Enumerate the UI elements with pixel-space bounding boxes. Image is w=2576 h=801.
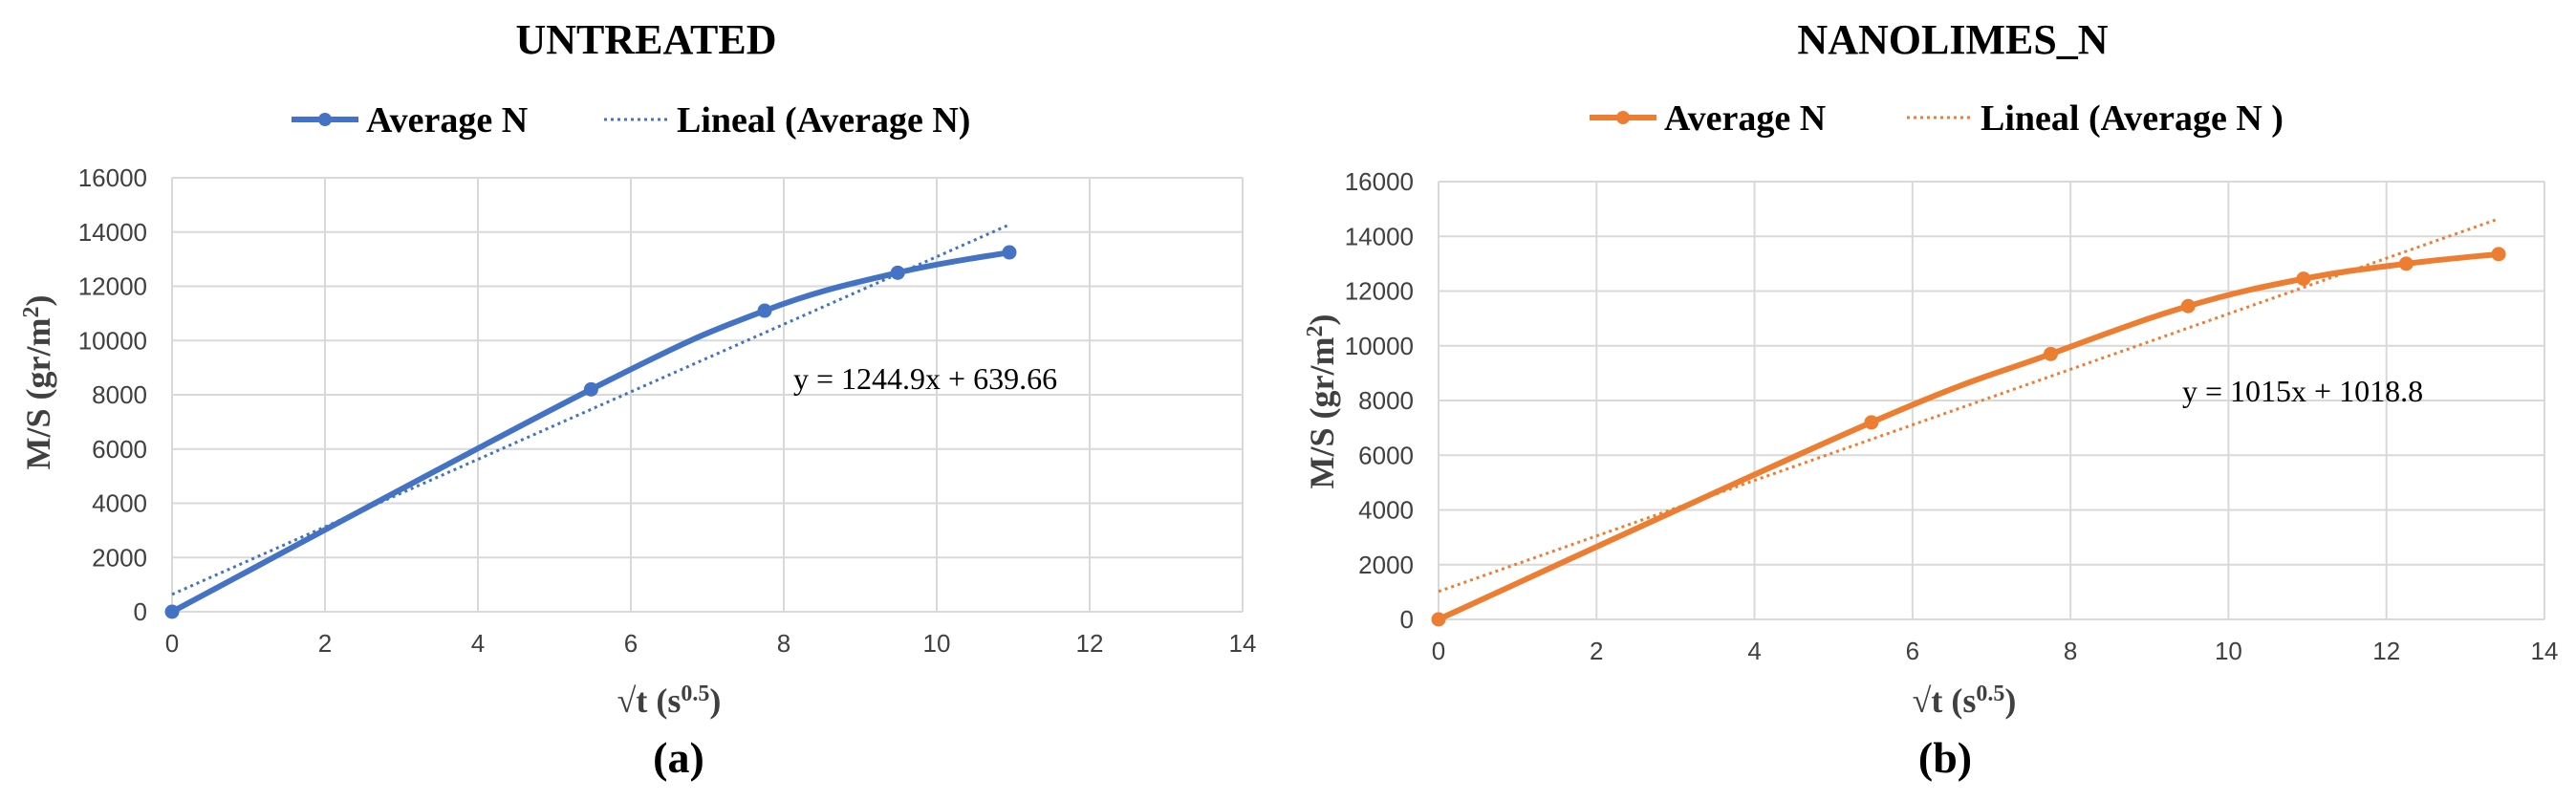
- legend-series-marker: [1616, 111, 1630, 124]
- y-axis-label: M/S (gr/m2): [19, 295, 57, 470]
- trendline-equation: y = 1015x + 1018.8: [2182, 374, 2423, 408]
- x-axis-label: √t (s0.5): [1913, 682, 2017, 720]
- y-tick-label: 10000: [78, 326, 147, 355]
- x-tick-label: 2: [318, 629, 332, 658]
- x-tick-label: 10: [2215, 637, 2242, 665]
- chart-untreated: UNTREATED Average N Lineal (Average N) 0…: [19, 16, 1256, 782]
- x-tick-label: 6: [1906, 637, 1919, 665]
- data-point: [2043, 346, 2058, 361]
- y-tick-label: 8000: [1358, 386, 1414, 415]
- y-tick-label: 0: [1400, 605, 1414, 634]
- y-tick-label: 6000: [1358, 441, 1414, 469]
- x-tick-label: 6: [624, 629, 638, 658]
- data-point: [2180, 298, 2196, 314]
- data-point: [1864, 415, 1879, 430]
- y-axis-label: M/S (gr/m2): [1303, 314, 1341, 489]
- x-tick-label: 14: [1229, 629, 1257, 658]
- legend-trendline-label: Lineal (Average N): [677, 100, 970, 141]
- x-tick-label: 4: [471, 629, 485, 658]
- y-tick-label: 0: [134, 597, 147, 626]
- series-line: [1436, 250, 2502, 622]
- y-tick-label: 6000: [92, 435, 147, 464]
- x-tick-label: 0: [165, 629, 179, 658]
- x-tick-label: 0: [1432, 637, 1445, 665]
- data-point: [2398, 256, 2414, 271]
- y-tick-label: 8000: [92, 380, 147, 409]
- data-point: [890, 265, 905, 280]
- x-tick-label: 14: [2531, 637, 2559, 665]
- legend-series-label: Average N: [366, 100, 528, 141]
- panel-label: (b): [1918, 733, 1972, 782]
- x-tick-label: 12: [1076, 629, 1104, 658]
- y-tick-label: 4000: [92, 489, 147, 518]
- y-tick-label: 14000: [1345, 222, 1414, 250]
- legend-series-label: Average N: [1664, 98, 1826, 139]
- legend-series-marker: [318, 113, 332, 126]
- y-tick-label: 16000: [1345, 167, 1414, 196]
- x-tick-label: 10: [923, 629, 951, 658]
- data-point: [583, 381, 598, 397]
- panel-label: (a): [653, 733, 704, 782]
- x-tick-label: 4: [1747, 637, 1761, 665]
- y-tick-label: 14000: [78, 218, 147, 247]
- data-point: [1431, 612, 1446, 627]
- x-tick-label: 8: [2064, 637, 2077, 665]
- y-tick-label: 2000: [92, 543, 147, 572]
- trendline-equation: y = 1244.9x + 639.66: [793, 361, 1057, 396]
- y-tick-label: 12000: [78, 272, 147, 301]
- data-point: [164, 604, 180, 619]
- y-tick-label: 4000: [1358, 496, 1414, 525]
- plot-area: 0 2 4 6 8 10 12 14 0 2000 4000 6000 8000 10000 12000 14…: [1345, 167, 2559, 665]
- data-point: [757, 303, 772, 318]
- y-tick-label: 2000: [1358, 551, 1414, 579]
- data-point: [2491, 247, 2506, 262]
- x-tick-label: 8: [777, 629, 790, 658]
- plot-area: 0 2 4 6 8 10 12 14 0 2000 4000 6000 8000 10000 12000 14…: [78, 163, 1257, 658]
- chart-title: NANOLIMES_N: [1797, 16, 2108, 63]
- x-tick-label: 12: [2372, 637, 2400, 665]
- legend: Average N Lineal (Average N): [292, 100, 970, 141]
- data-point: [1002, 245, 1017, 260]
- y-tick-label: 10000: [1345, 332, 1414, 360]
- x-tick-label: 2: [1590, 637, 1603, 665]
- y-tick-label: 16000: [78, 163, 147, 192]
- y-tick-label: 12000: [1345, 277, 1414, 306]
- chart-title: UNTREATED: [515, 16, 776, 63]
- chart-nanolimes: NANOLIMES_N Average N Lineal (Average N …: [1303, 16, 2558, 782]
- trendline: [171, 223, 1010, 596]
- legend: Average N Lineal (Average N ): [1590, 98, 2284, 139]
- legend-trendline-label: Lineal (Average N ): [1981, 98, 2284, 139]
- data-point: [2296, 271, 2311, 287]
- x-axis-label: √t (s0.5): [617, 682, 722, 720]
